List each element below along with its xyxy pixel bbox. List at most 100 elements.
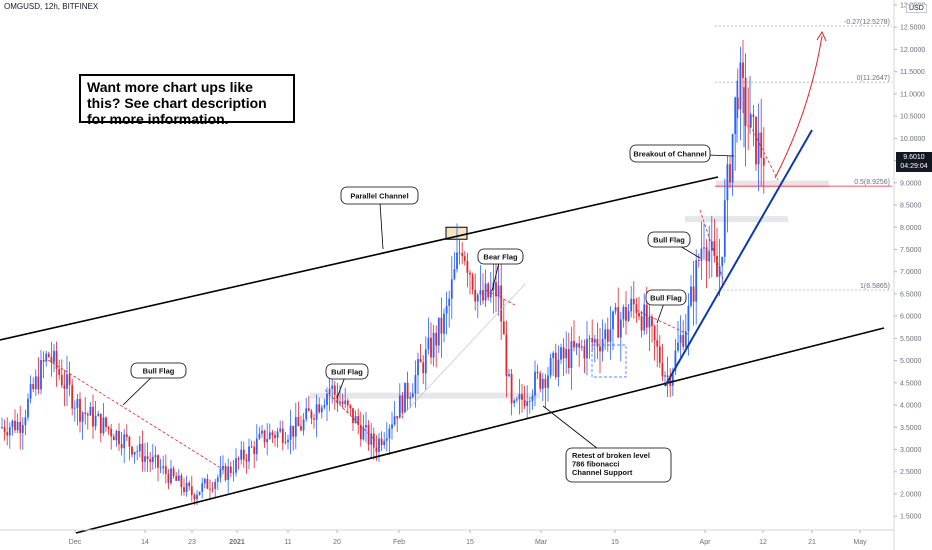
breakout-zone <box>716 180 829 188</box>
price-axis: 1.5000 2.0000 2.5000 3.0000 3.5000 4.0000 4.50… <box>893 0 925 550</box>
candle-body <box>651 316 653 326</box>
candle-body <box>216 477 219 482</box>
trend-drawings <box>0 30 885 534</box>
callout-text: Bull Flag <box>331 368 363 377</box>
candle-body <box>479 290 482 295</box>
fib-label: 0.5(8.9256) <box>854 179 890 186</box>
price-tick-label: 6.0000 <box>900 314 922 321</box>
candle-body <box>219 468 222 478</box>
candle-body <box>206 478 209 489</box>
candle-body <box>466 260 469 273</box>
support-zone <box>310 392 540 399</box>
price-tick-label: 5.5000 <box>900 336 922 343</box>
candle-body <box>549 358 552 376</box>
callout-bull-flag-4: Bull Flag <box>645 289 687 324</box>
candle-body <box>762 157 765 166</box>
candle-body <box>183 487 185 492</box>
candle-body <box>357 416 360 425</box>
price-tick-label: 3.0000 <box>900 447 922 454</box>
candle-body <box>513 400 516 404</box>
candle-body <box>692 286 695 302</box>
flag-trend-line <box>749 124 779 181</box>
time-tick-label: Dec <box>69 539 82 546</box>
candle-body <box>591 338 594 343</box>
candle-body <box>396 416 399 419</box>
candle-body <box>92 406 94 427</box>
candle-body <box>443 313 445 334</box>
flag-trend-line <box>47 359 225 471</box>
candle-body <box>266 438 269 443</box>
candle-body <box>422 362 425 374</box>
candle-body <box>505 334 508 377</box>
candle-body <box>385 438 388 441</box>
candle-body <box>565 349 568 359</box>
candle-body <box>227 466 230 480</box>
candle-body <box>14 420 16 431</box>
candle-body <box>599 346 601 352</box>
candle-body <box>739 62 742 110</box>
candle-body <box>175 476 178 481</box>
candle-body <box>401 395 404 413</box>
candle-body <box>632 298 635 305</box>
candle-body <box>414 375 417 394</box>
candle-body <box>716 255 718 277</box>
candle-body <box>362 427 365 440</box>
candle-body <box>209 488 211 490</box>
callout-box <box>340 186 419 205</box>
time-tick-label: Mar <box>535 539 548 546</box>
candle-body <box>112 436 115 441</box>
price-tick-label: 11.5000 <box>900 69 925 76</box>
candle-body <box>297 417 300 427</box>
candle-body <box>622 306 625 320</box>
candle-body <box>557 359 560 378</box>
candle-body <box>162 466 165 468</box>
candle-body <box>11 420 14 428</box>
candle-body <box>164 466 167 474</box>
candle-body <box>612 311 614 330</box>
price-tick-label: 1.5000 <box>900 514 922 521</box>
candle-body <box>619 319 622 338</box>
time-tick-label: 15 <box>611 539 619 546</box>
candle-body <box>203 478 206 484</box>
bar-countdown: 04:29:04 <box>900 163 928 170</box>
current-price-tag: 9.6010 04:29:04 <box>896 152 932 172</box>
candle-body <box>149 459 152 463</box>
candle-body <box>383 440 386 445</box>
candle-body <box>115 430 118 441</box>
candle-body <box>349 405 352 409</box>
candle-body <box>271 432 274 436</box>
candle-body <box>484 283 487 301</box>
callout-box <box>130 362 187 379</box>
candle-body <box>695 260 698 302</box>
candle-body <box>24 417 27 426</box>
price-tick-label: 8.0000 <box>900 225 922 232</box>
callout-box <box>647 231 691 248</box>
candle-body <box>289 425 292 440</box>
promo-box: Want more chart ups like this? See chart… <box>79 74 295 127</box>
callout-text: Retest of broken level <box>572 451 650 460</box>
time-tick-label: 11 <box>284 539 291 546</box>
candle-body <box>471 274 474 290</box>
candle-body <box>461 253 464 257</box>
candle-body <box>232 472 235 474</box>
currency-button[interactable]: USD <box>906 4 927 13</box>
callout-breakout: Breakout of Channel <box>629 144 735 163</box>
candle-body <box>333 385 336 395</box>
candle-body <box>328 388 331 394</box>
candle-body <box>440 317 443 334</box>
candle-body <box>687 305 690 332</box>
candle-body <box>21 425 24 433</box>
candle-body <box>16 421 19 431</box>
candle-body <box>547 375 549 388</box>
candle-body <box>323 404 326 408</box>
candle-body <box>167 473 170 484</box>
candlesticks <box>1 39 765 506</box>
candle-body <box>344 400 347 405</box>
candle-body <box>523 399 526 406</box>
callout-text: Bear Flag <box>483 253 518 262</box>
candle-body <box>736 97 739 110</box>
candle-body <box>747 125 750 127</box>
candle-body <box>131 446 133 455</box>
candle-body <box>697 260 700 261</box>
